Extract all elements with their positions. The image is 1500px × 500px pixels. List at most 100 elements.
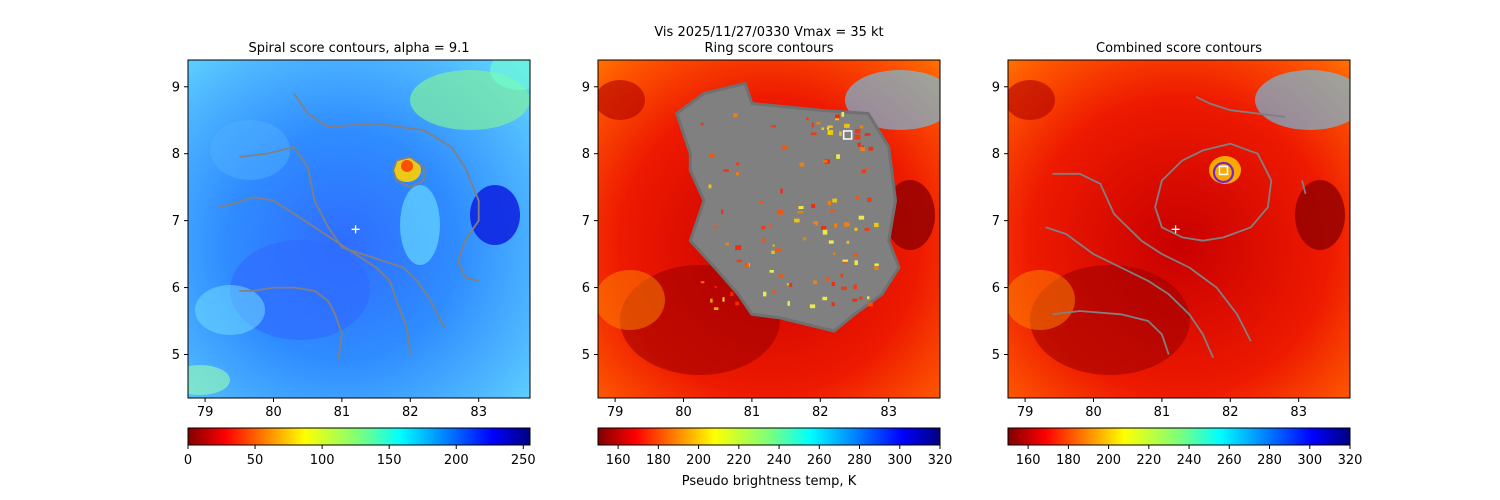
colorbar-tick-label: 220: [726, 453, 751, 468]
markers: [351, 225, 360, 234]
colorbar-tick-label: 160: [1016, 453, 1041, 468]
contour-gap: [722, 297, 725, 302]
colorbar-tick-label: 100: [310, 453, 335, 468]
contour-gap: [860, 147, 865, 152]
contour-gap: [874, 222, 879, 228]
contour-line: [392, 156, 425, 189]
contour-gap: [733, 113, 738, 118]
contour-gap: [758, 200, 764, 204]
contour-gap: [854, 260, 858, 266]
x-tick-label: 82: [1222, 405, 1239, 420]
x-tick-label: 83: [880, 405, 897, 420]
contour-gap: [835, 117, 840, 121]
contour-gap: [736, 259, 742, 263]
circle-marker: [1212, 161, 1235, 184]
contour-gap: [834, 223, 837, 228]
contour-gap: [708, 184, 712, 189]
contour-line: [218, 196, 412, 355]
colorbar-tick-label: 180: [1056, 453, 1081, 468]
colorbar-tick-label: 160: [606, 453, 631, 468]
colorbar-label: Pseudo brightness temp, K: [682, 474, 857, 489]
contour-gap: [828, 240, 834, 244]
contour-gap: [827, 130, 834, 135]
y-tick-label: 9: [992, 80, 1000, 95]
colorbar-tick-label: 220: [1136, 453, 1161, 468]
panel-title: Ring score contours: [704, 41, 833, 56]
contour-gap: [835, 114, 840, 119]
y-tick-label: 8: [582, 147, 590, 162]
contour-gap: [772, 244, 775, 247]
contour-gap: [861, 169, 867, 174]
y-tick-label: 6: [172, 281, 180, 296]
y-tick-label: 9: [582, 80, 590, 95]
contour-gap: [841, 286, 847, 291]
x-tick-label: 80: [675, 405, 692, 420]
contour-line: [1195, 95, 1286, 118]
contour-gap: [799, 162, 805, 167]
y-tick-label: 7: [992, 214, 1000, 229]
contour-gap: [713, 307, 719, 310]
contour-gap: [810, 132, 817, 136]
y-tick-label: 6: [992, 281, 1000, 296]
colorbar-gradient: [1007, 427, 1351, 446]
contour-gap: [786, 283, 790, 286]
contour-gap: [787, 301, 790, 306]
panel-combined: Combined score contours 79 80 81 82 8356789 …: [992, 41, 1363, 468]
center-plus-marker: [351, 225, 360, 234]
image-field: [1008, 60, 1350, 398]
contour-gap: [735, 245, 742, 251]
contour-gap: [723, 169, 729, 172]
contour-gap: [803, 237, 807, 241]
contour-gap: [811, 204, 816, 209]
contour-gap: [821, 127, 825, 131]
contour-gap: [700, 281, 705, 284]
colorbar-tick-label: 0: [184, 453, 192, 468]
colorbar-tick-label: 260: [1217, 453, 1242, 468]
y-tick-label: 8: [172, 147, 180, 162]
contour-gap: [873, 266, 879, 270]
x-tick-label: 81: [1154, 405, 1171, 420]
contour-gap: [769, 270, 774, 273]
contour-gap: [868, 146, 874, 151]
contour-gap: [811, 122, 814, 128]
contour-gap: [855, 195, 859, 200]
contour-gap: [725, 242, 730, 246]
x-tick-label: 81: [744, 405, 761, 420]
contour-gap: [827, 125, 833, 128]
contour-gap: [831, 281, 835, 287]
panel-title: Spiral score contours, alpha = 9.1: [248, 41, 469, 56]
colorbar-tick-label: 150: [377, 453, 402, 468]
contour-gap: [809, 304, 816, 309]
contour-line: [1052, 310, 1170, 355]
square-marker: [1218, 165, 1229, 176]
contour-gap: [831, 302, 835, 307]
contour-gap: [853, 284, 857, 290]
contour-gap: [865, 167, 869, 170]
contour-gap: [836, 154, 840, 159]
contour-gap: [827, 200, 832, 205]
contour-gap: [700, 122, 704, 126]
contour-gap: [841, 112, 845, 117]
panel-title: Combined score contours: [1096, 41, 1262, 56]
y-tick-label: 8: [992, 147, 1000, 162]
contour-gap: [864, 133, 871, 136]
contour-gap: [816, 122, 821, 125]
contour-gap: [813, 221, 818, 225]
contour-gap: [813, 280, 818, 285]
center-plus-marker: [1171, 225, 1180, 234]
ring-contour-region: [675, 81, 901, 333]
colorbar-tick-label: 50: [247, 453, 264, 468]
contour-gap: [798, 205, 804, 209]
contour-gap: [833, 252, 836, 256]
contour-gap: [858, 215, 865, 220]
contour-gap: [775, 248, 782, 253]
contour-gap: [714, 285, 717, 288]
markers: [1171, 161, 1235, 234]
contour-gap: [859, 296, 863, 300]
contour-gap: [769, 224, 773, 227]
contour-gap: [822, 229, 828, 235]
y-tick-label: 7: [172, 214, 180, 229]
contour-gap: [735, 301, 740, 306]
contour-line: [1301, 180, 1307, 195]
y-tick-label: 9: [172, 80, 180, 95]
